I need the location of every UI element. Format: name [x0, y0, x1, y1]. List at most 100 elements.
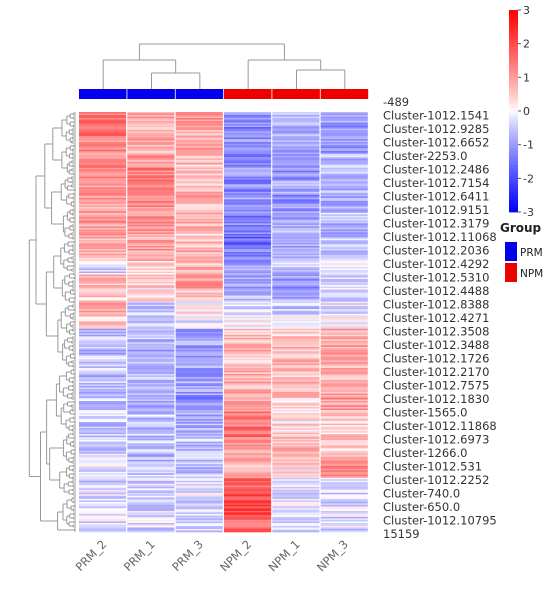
heatmap-cell: [320, 521, 368, 524]
heatmap-cell: [272, 450, 320, 453]
heatmap-cell: [175, 420, 223, 423]
heatmap-cell: [320, 286, 368, 289]
heatmap-cell: [127, 503, 175, 506]
heatmap-cell: [224, 410, 272, 412]
heatmap-cell: [127, 223, 175, 226]
heatmap-cell: [79, 193, 127, 196]
heatmap-cell: [320, 181, 368, 184]
heatmap-cell: [79, 343, 127, 346]
heatmap-cell: [127, 221, 175, 224]
heatmap-cell: [175, 256, 223, 259]
heatmap-cell: [175, 239, 223, 242]
heatmap-cell: [175, 325, 223, 328]
heatmap-cell: [320, 346, 368, 349]
heatmap-cell: [127, 381, 175, 384]
heatmap-cell: [79, 376, 127, 379]
heatmap-cell: [320, 366, 368, 369]
heatmap-cell: [320, 203, 368, 206]
heatmap-cell: [79, 447, 127, 450]
heatmap-cell: [224, 470, 272, 473]
heatmap-cell: [127, 306, 175, 308]
heatmap-cell: [272, 375, 320, 378]
heatmap-cell: [272, 497, 320, 500]
heatmap-cell: [320, 164, 368, 167]
heatmap-cell: [79, 215, 127, 218]
heatmap-cell: [320, 465, 368, 468]
heatmap-cell: [272, 140, 320, 143]
heatmap-cell: [320, 461, 368, 464]
heatmap-cell: [79, 310, 127, 313]
heatmap-cell: [127, 407, 175, 409]
heatmap-cell: [127, 227, 175, 230]
heatmap-cell: [127, 527, 175, 530]
heatmap-cell: [224, 474, 272, 477]
heatmap-cell: [224, 426, 272, 429]
heatmap-cell: [272, 410, 320, 412]
heatmap-cell: [127, 309, 175, 312]
heatmap-cell: [79, 519, 127, 522]
heatmap-cell: [272, 169, 320, 172]
heatmap-cell: [224, 310, 272, 313]
heatmap-cell: [127, 510, 175, 513]
heatmap-cell: [127, 175, 175, 178]
heatmap-cell: [175, 352, 223, 355]
row-label: Cluster-1012.9285: [383, 122, 489, 136]
row-label: Cluster-1012.9151: [383, 203, 489, 217]
heatmap-cell: [79, 434, 127, 436]
heatmap-cell: [224, 137, 272, 140]
heatmap-cell: [224, 193, 272, 196]
heatmap-cell: [272, 452, 320, 455]
heatmap-cell: [320, 525, 368, 528]
heatmap-cell: [272, 262, 320, 265]
heatmap-cell: [320, 479, 368, 482]
heatmap-cell: [320, 173, 368, 176]
heatmap-cell: [127, 458, 175, 461]
heatmap-cell: [224, 202, 272, 205]
heatmap-cell: [272, 425, 320, 427]
heatmap-cell: [79, 248, 127, 251]
heatmap-cell: [224, 173, 272, 176]
heatmap-cell: [79, 385, 127, 388]
heatmap-cell: [224, 393, 272, 396]
heatmap-cell: [320, 477, 368, 480]
heatmap-cell: [224, 155, 272, 158]
heatmap-cell: [175, 432, 223, 435]
heatmap-cell: [175, 504, 223, 507]
heatmap-cell: [127, 357, 175, 360]
heatmap-cell: [272, 419, 320, 421]
heatmap-cell: [320, 455, 368, 458]
heatmap-cell: [175, 459, 223, 462]
heatmap-cell: [127, 151, 175, 153]
heatmap-cell: [320, 176, 368, 179]
group-bar-cell: [175, 89, 224, 99]
heatmap-cell: [320, 127, 368, 129]
heatmap-cell: [320, 118, 368, 120]
heatmap-cell: [79, 238, 127, 241]
heatmap-cell: [320, 416, 368, 418]
heatmap-cell: [175, 264, 223, 266]
heatmap-cell: [272, 413, 320, 415]
heatmap-cell: [127, 277, 175, 280]
heatmap-cell: [175, 306, 223, 308]
heatmap-cell: [127, 148, 175, 150]
heatmap-cell: [175, 209, 223, 212]
heatmap-cell: [224, 208, 272, 211]
heatmap-cell: [79, 348, 127, 351]
heatmap-cell: [272, 337, 320, 340]
heatmap-cell: [127, 233, 175, 236]
heatmap-cell: [127, 485, 175, 488]
heatmap-cell: [175, 265, 223, 268]
heatmap-cell: [127, 528, 175, 531]
heatmap-cell: [272, 248, 320, 251]
heatmap-cell: [175, 462, 223, 465]
heatmap-cell: [272, 217, 320, 220]
heatmap-cell: [175, 242, 223, 245]
heatmap-cell: [272, 515, 320, 518]
heatmap-cell: [175, 378, 223, 381]
heatmap-cell: [175, 217, 223, 220]
heatmap-cell: [224, 286, 272, 289]
heatmap-cell: [320, 115, 368, 117]
heatmap-cell: [224, 515, 272, 518]
heatmap-cell: [127, 477, 175, 480]
heatmap-cell: [175, 176, 223, 179]
